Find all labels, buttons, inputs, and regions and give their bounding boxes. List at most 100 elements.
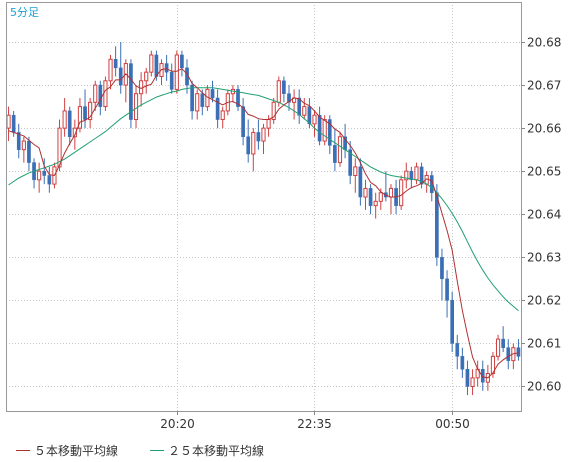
candle xyxy=(348,141,353,185)
y-tick-label: 20.63 xyxy=(527,251,561,265)
candle-body-down xyxy=(460,356,465,370)
candle xyxy=(282,76,286,103)
candle-body-down xyxy=(297,97,302,116)
candle-body-up xyxy=(133,93,139,121)
candle xyxy=(200,89,205,116)
candle-body-up xyxy=(378,192,383,202)
candle xyxy=(88,98,93,129)
candle-body-up xyxy=(93,84,98,103)
candle xyxy=(414,162,419,185)
candle xyxy=(67,106,72,146)
candle xyxy=(388,184,394,215)
candle-body-down xyxy=(327,119,332,146)
candle xyxy=(404,162,409,189)
candle-body-down xyxy=(317,114,322,142)
candle-body-down xyxy=(47,175,52,185)
candle xyxy=(368,184,373,215)
y-tick-label: 20.64 xyxy=(527,208,561,222)
candle xyxy=(180,50,184,77)
candle xyxy=(62,98,67,137)
candle xyxy=(159,59,164,86)
candle xyxy=(139,72,144,107)
candle-body-down xyxy=(465,368,470,387)
candle-body-down xyxy=(164,63,169,73)
candle-body-down xyxy=(409,170,414,181)
candle-body-down xyxy=(435,192,439,258)
candle xyxy=(470,369,475,396)
candle-body-up xyxy=(322,119,327,142)
candle-body-down xyxy=(190,84,194,112)
candle xyxy=(337,132,343,167)
candle-body-down xyxy=(27,140,31,163)
candle xyxy=(236,85,240,111)
candle-body-up xyxy=(276,80,281,103)
legend-item-ma5: ５本移動平均線 xyxy=(16,442,118,459)
candle-body-down xyxy=(440,257,444,280)
candle xyxy=(450,291,454,353)
legend-swatch-ma25 xyxy=(150,450,164,451)
candle xyxy=(302,98,307,120)
candle-body-down xyxy=(83,106,87,120)
candle xyxy=(292,89,297,120)
candle xyxy=(113,46,118,77)
candle-body-down xyxy=(236,89,240,107)
candle xyxy=(333,128,337,172)
candle-body-up xyxy=(88,101,93,121)
candle xyxy=(312,110,317,137)
y-tick-label: 20.67 xyxy=(527,79,561,93)
candle xyxy=(373,192,378,219)
candle-body-down xyxy=(506,347,511,361)
x-tick-label: 22:35 xyxy=(297,417,332,431)
candle-body-down xyxy=(501,338,505,348)
candle-body-down xyxy=(287,93,291,103)
candle xyxy=(297,89,302,124)
candle-body-down xyxy=(445,278,449,301)
candle-body-up xyxy=(302,106,307,116)
candle-body-down xyxy=(180,54,184,69)
legend: ５本移動平均線 ２５本移動平均線 xyxy=(0,432,574,462)
candle xyxy=(83,89,87,129)
candle-body-up xyxy=(414,166,419,181)
candle xyxy=(358,158,363,206)
candle xyxy=(16,123,21,159)
candle-body-down xyxy=(129,63,133,120)
ma5-line-group xyxy=(8,68,519,379)
candle-body-up xyxy=(312,114,317,125)
candle xyxy=(465,360,470,396)
plot-border xyxy=(6,2,522,412)
interval-label: 5分足 xyxy=(10,6,39,19)
candle xyxy=(480,360,485,391)
candle-body-up xyxy=(271,101,276,121)
y-tick-label: 20.60 xyxy=(527,380,561,394)
candle-body-down xyxy=(358,166,363,198)
candle xyxy=(399,175,404,210)
candle-body-down xyxy=(67,110,72,138)
ma25-line xyxy=(8,87,519,312)
candle xyxy=(32,158,36,189)
candle xyxy=(424,171,429,193)
candle xyxy=(287,85,291,111)
candle xyxy=(37,162,42,193)
candle xyxy=(495,334,501,361)
grid-lines xyxy=(6,2,521,411)
candle xyxy=(21,136,26,163)
candle-body-up xyxy=(37,170,42,181)
candle-body-up xyxy=(108,58,113,82)
candle xyxy=(261,123,266,154)
candle xyxy=(409,166,414,189)
y-tick-label: 20.65 xyxy=(527,165,561,179)
candle-body-up xyxy=(62,110,67,129)
candle xyxy=(317,106,322,146)
candle-body-up xyxy=(363,187,368,198)
candle xyxy=(230,85,235,103)
candle-body-up xyxy=(266,119,271,129)
candle xyxy=(455,334,460,370)
candle-body-up xyxy=(72,127,77,138)
candle-body-down xyxy=(307,106,312,125)
x-axis: 20:20 22:35 00:50 xyxy=(160,411,470,431)
candle-body-down xyxy=(241,106,245,138)
candle xyxy=(77,98,83,133)
candle-body-up xyxy=(470,377,475,387)
candle-body-down xyxy=(169,71,174,90)
